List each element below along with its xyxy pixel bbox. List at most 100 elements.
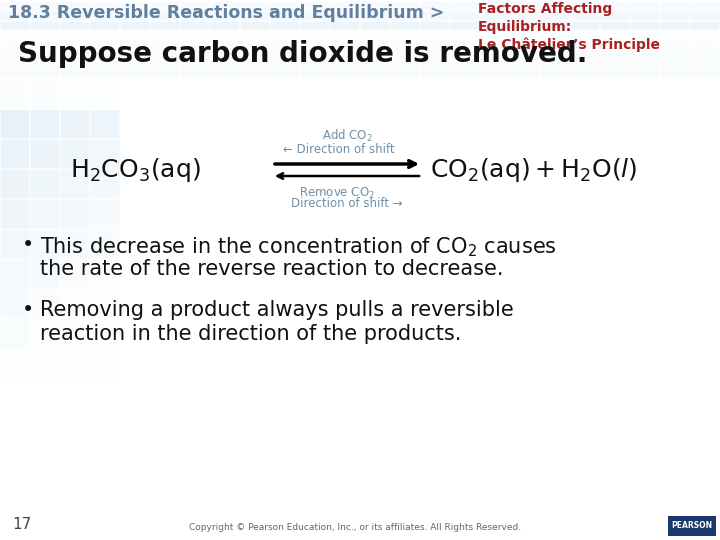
- Bar: [0, 199, 29, 228]
- Bar: [240, 69, 269, 78]
- Text: reaction in the direction of the products.: reaction in the direction of the product…: [40, 324, 462, 344]
- Bar: [150, 40, 179, 49]
- Bar: [30, 109, 59, 138]
- Bar: [330, 1, 359, 10]
- Bar: [570, 59, 599, 68]
- Bar: [540, 11, 569, 19]
- Bar: [570, 69, 599, 78]
- Text: PEARSON: PEARSON: [672, 522, 713, 530]
- Bar: [90, 30, 119, 39]
- Bar: [540, 69, 569, 78]
- Bar: [480, 11, 509, 19]
- Bar: [630, 40, 659, 49]
- Bar: [240, 30, 269, 39]
- Bar: [690, 11, 719, 19]
- Bar: [390, 59, 419, 68]
- Bar: [330, 21, 359, 29]
- Bar: [0, 349, 29, 378]
- Text: This decrease in the concentration of CO$_2$ causes: This decrease in the concentration of CO…: [40, 235, 557, 259]
- Bar: [30, 69, 59, 78]
- Bar: [0, 11, 29, 19]
- Bar: [390, 11, 419, 19]
- Bar: [30, 30, 59, 39]
- Text: $\mathsf{CO_2(aq) + H_2O(\mathit{l})}$: $\mathsf{CO_2(aq) + H_2O(\mathit{l})}$: [430, 156, 637, 184]
- Bar: [660, 1, 689, 10]
- Bar: [240, 40, 269, 49]
- Bar: [660, 59, 689, 68]
- Bar: [510, 11, 539, 19]
- Bar: [390, 69, 419, 78]
- Bar: [0, 69, 29, 78]
- Bar: [90, 40, 119, 49]
- Bar: [90, 289, 119, 318]
- Bar: [0, 259, 29, 288]
- Bar: [0, 1, 29, 10]
- Bar: [630, 21, 659, 29]
- Bar: [540, 30, 569, 39]
- Bar: [60, 69, 89, 78]
- Text: Direction of shift →: Direction of shift →: [291, 197, 402, 210]
- Bar: [420, 21, 449, 29]
- Bar: [60, 349, 89, 378]
- Bar: [210, 1, 239, 10]
- Bar: [570, 30, 599, 39]
- Bar: [90, 69, 119, 78]
- Bar: [480, 30, 509, 39]
- Bar: [360, 1, 389, 10]
- Text: Add CO$_2$: Add CO$_2$: [322, 128, 372, 144]
- Bar: [540, 50, 569, 58]
- Bar: [210, 30, 239, 39]
- Bar: [180, 50, 209, 58]
- Bar: [660, 30, 689, 39]
- Bar: [300, 21, 329, 29]
- Bar: [390, 50, 419, 58]
- Bar: [360, 59, 389, 68]
- Bar: [630, 69, 659, 78]
- Bar: [60, 79, 89, 108]
- Bar: [120, 1, 149, 10]
- Bar: [300, 11, 329, 19]
- Bar: [360, 11, 389, 19]
- Bar: [0, 229, 29, 258]
- Bar: [660, 40, 689, 49]
- Bar: [90, 50, 119, 58]
- Bar: [240, 50, 269, 58]
- Bar: [360, 21, 389, 29]
- Bar: [120, 30, 149, 39]
- Bar: [570, 11, 599, 19]
- Bar: [150, 69, 179, 78]
- Bar: [540, 1, 569, 10]
- Bar: [390, 1, 419, 10]
- Text: ← Direction of shift: ← Direction of shift: [283, 143, 395, 156]
- Bar: [510, 69, 539, 78]
- Bar: [0, 59, 29, 68]
- Bar: [60, 169, 89, 198]
- Bar: [480, 21, 509, 29]
- Bar: [30, 11, 59, 19]
- Text: •: •: [22, 300, 35, 320]
- Bar: [60, 50, 89, 58]
- Text: 17: 17: [12, 517, 31, 532]
- Bar: [570, 50, 599, 58]
- Bar: [30, 21, 59, 29]
- Bar: [480, 50, 509, 58]
- Bar: [30, 50, 59, 58]
- Bar: [210, 21, 239, 29]
- Bar: [630, 1, 659, 10]
- Bar: [270, 50, 299, 58]
- Bar: [180, 30, 209, 39]
- Bar: [690, 40, 719, 49]
- Bar: [420, 69, 449, 78]
- Bar: [690, 21, 719, 29]
- Bar: [360, 40, 389, 49]
- Bar: [120, 21, 149, 29]
- Bar: [0, 50, 29, 58]
- Bar: [90, 109, 119, 138]
- Bar: [690, 59, 719, 68]
- Bar: [120, 50, 149, 58]
- Bar: [270, 1, 299, 10]
- Bar: [330, 59, 359, 68]
- Bar: [120, 11, 149, 19]
- Bar: [30, 349, 59, 378]
- Bar: [150, 59, 179, 68]
